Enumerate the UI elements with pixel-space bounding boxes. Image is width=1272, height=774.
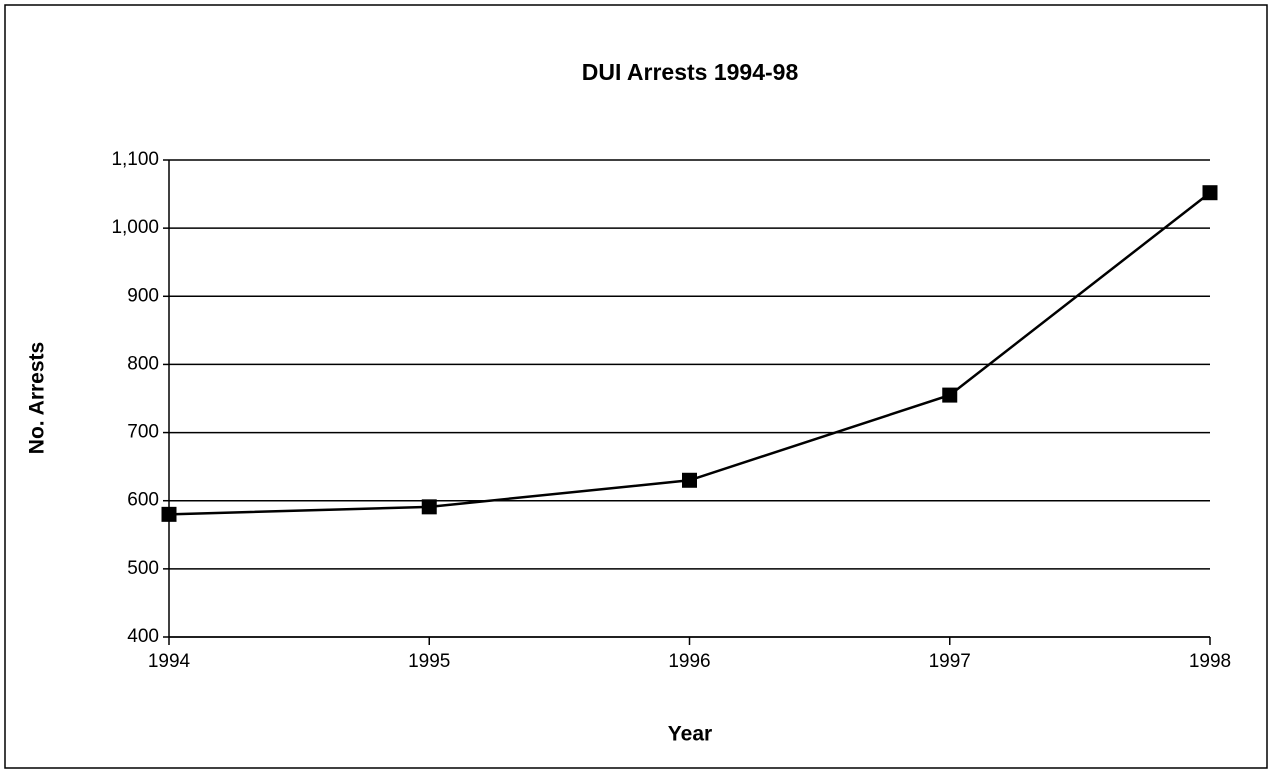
y-tick-label: 1,100	[111, 149, 159, 170]
y-tick-label: 500	[127, 558, 159, 579]
y-tick-label: 1,000	[111, 217, 159, 238]
y-tick-label: 400	[127, 626, 159, 647]
x-axis-label: Year	[668, 723, 712, 746]
data-marker	[161, 506, 177, 522]
x-tick-label: 1997	[929, 651, 971, 672]
x-tick-label: 1994	[148, 651, 191, 672]
data-marker	[1202, 185, 1218, 201]
chart-title: DUI Arrests 1994-98	[582, 59, 799, 85]
chart-frame	[4, 4, 1268, 769]
y-tick-label: 800	[127, 353, 159, 374]
data-marker	[942, 387, 958, 403]
y-tick-label: 900	[127, 285, 159, 306]
x-tick-label: 1995	[408, 651, 450, 672]
x-tick-label: 1998	[1189, 651, 1231, 672]
y-tick-label: 600	[127, 490, 159, 511]
data-marker	[682, 472, 697, 488]
y-tick-label: 700	[127, 422, 159, 443]
data-marker	[421, 499, 437, 515]
y-axis-label: No. Arrests	[26, 342, 49, 454]
x-tick-label: 1996	[668, 651, 710, 672]
